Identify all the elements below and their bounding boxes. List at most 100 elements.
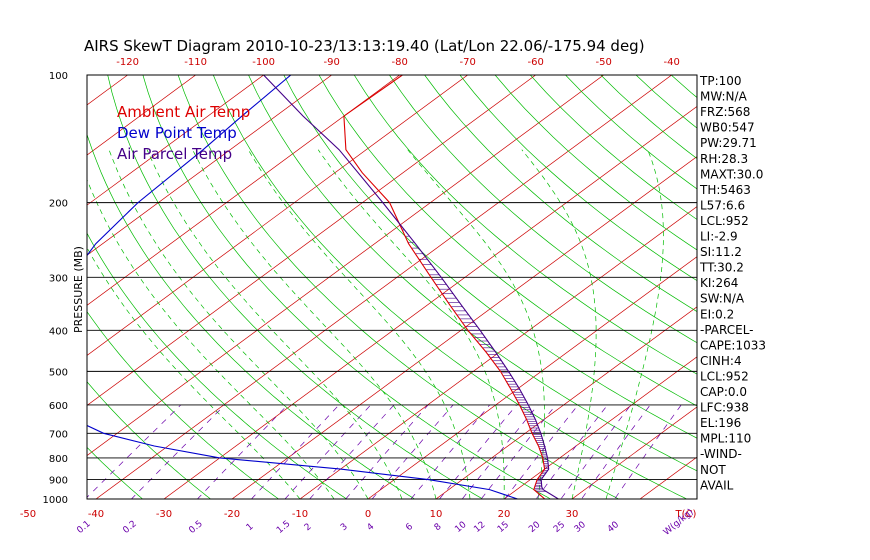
mixing-ratio-label: 1.5 [275, 519, 292, 536]
dry-adiabat-line [142, 75, 552, 499]
pressure-tick-label: 500 [49, 367, 68, 378]
stat-line: LCL:952 [700, 214, 749, 228]
dry-adiabat-line [87, 446, 144, 499]
pressure-tick-label: 100 [49, 71, 68, 82]
mixing-ratio-label: 6 [404, 522, 415, 534]
mixing-ratio-line [251, 404, 340, 499]
moist-adiabat-line [192, 149, 437, 499]
mixing-ratio-line [504, 404, 579, 499]
moist-adiabat-line [87, 247, 301, 499]
top-temp-tick-label: -120 [116, 57, 139, 68]
chart-title: AIRS SkewT Diagram 2010-10-23/13:13:19.4… [84, 37, 645, 55]
mixing-ratio-line [371, 404, 454, 499]
isotherm-line [87, 75, 469, 356]
stat-line: SW:N/A [700, 292, 745, 306]
mixing-ratio-line [480, 404, 557, 499]
top-temp-tick-label: -50 [595, 57, 611, 68]
mixing-ratio-label: 1 [245, 522, 256, 533]
isotherm-line [231, 156, 697, 499]
top-temp-tick-label: -100 [252, 57, 275, 68]
dry-adiabat-line [670, 75, 697, 98]
stat-line: CAP:0.0 [700, 385, 747, 399]
moist-adiabat-line [407, 149, 545, 499]
moist-adiabat-line [317, 149, 505, 499]
moist-adiabat-line [605, 149, 664, 499]
mixing-ratio-label: 3 [339, 522, 350, 533]
ambient-temp-curve [343, 75, 546, 499]
mixing-ratio-label: 40 [606, 520, 621, 535]
pressure-tick-label: 200 [49, 199, 68, 210]
stat-line: RH:28.3 [700, 152, 748, 166]
mixing-ratio-label: 0.1 [75, 519, 92, 536]
pressure-tick-label: 1000 [43, 495, 68, 506]
mixing-ratio-label: 10 [453, 520, 468, 535]
mixing-ratio-label: 12 [472, 520, 487, 535]
top-temp-tick-label: -80 [391, 57, 407, 68]
mixing-ratio-line [560, 404, 632, 499]
moist-adiabat-line [521, 149, 597, 499]
stat-line: WB0:547 [700, 121, 755, 135]
stat-line: LI:-2.9 [700, 230, 738, 244]
temp-unit-label: T(C) [675, 509, 697, 520]
stat-line: CINH:4 [700, 354, 742, 368]
dewpoint-curve [87, 75, 518, 499]
isotherm-line [503, 356, 697, 499]
stat-line: KI:264 [700, 276, 738, 290]
stat-line: TH:5463 [699, 183, 751, 197]
mixing-ratio-label: 2 [303, 522, 314, 533]
mixing-ratio-line [439, 404, 517, 499]
pressure-tick-label: 300 [49, 273, 68, 284]
pressure-tick-label: 800 [49, 454, 68, 465]
dry-adiabat-line [87, 311, 280, 499]
bottom-temp-tick-label: -50 [20, 509, 36, 520]
top-temp-tick-label: -40 [663, 57, 679, 68]
mixing-ratio-line [284, 404, 371, 499]
plot-frame [86, 74, 698, 500]
mixing-ratio-label: 0.2 [121, 519, 138, 536]
bottom-temp-tick-label: -40 [88, 509, 104, 520]
stat-line: AVAIL [700, 478, 734, 492]
moist-adiabat-line [146, 149, 403, 499]
mixing-ratio-line [461, 404, 539, 499]
stat-line: LFC:938 [700, 401, 749, 415]
bottom-temp-tick-label: -30 [156, 509, 172, 520]
mixing-ratio-label: 25 [552, 520, 567, 535]
isotherm-line [87, 75, 265, 206]
dry-adiabat-line [87, 381, 212, 499]
stat-line: NOT [700, 463, 726, 477]
mixing-ratio-line [196, 404, 288, 499]
isotherm-line [367, 256, 697, 499]
dry-adiabat-line [353, 75, 697, 375]
stat-line: LCL:952 [700, 369, 749, 383]
isotherm-line [0, 56, 18, 508]
dry-adiabat-line [753, 56, 870, 508]
series-layer [87, 75, 559, 499]
mixing-ratio-line [614, 404, 682, 499]
stat-line: PW:29.71 [700, 136, 757, 150]
top-temp-tick-label: -110 [184, 57, 207, 68]
stat-line: -PARCEL- [700, 323, 754, 337]
bottom-temp-tick-label: 30 [566, 509, 579, 520]
mixing-ratio-line [87, 404, 182, 498]
mixing-ratio-line [130, 404, 226, 499]
mixing-ratio-line [309, 404, 395, 499]
dry-adiabat-line [494, 75, 697, 251]
isotherm-line [87, 75, 197, 156]
isotherm-line [87, 75, 605, 456]
isotherm-line [435, 306, 697, 499]
dry-adiabat-line [424, 75, 697, 312]
top-temp-tick-label: -70 [459, 57, 475, 68]
parcel-curve [263, 75, 559, 499]
pressure-tick-label: 400 [49, 326, 68, 337]
isotherm-line [87, 75, 333, 256]
moist-adiabat-line [87, 178, 335, 499]
grid-layer [0, 56, 870, 508]
mixing-ratio-label: 0.5 [187, 519, 204, 536]
moist-adiabat-line [108, 149, 369, 499]
dry-adiabat-line [87, 133, 416, 499]
stat-line: MPL:110 [700, 432, 751, 446]
stat-line: CAPE:1033 [700, 338, 766, 352]
dry-adiabat-line [248, 75, 697, 472]
